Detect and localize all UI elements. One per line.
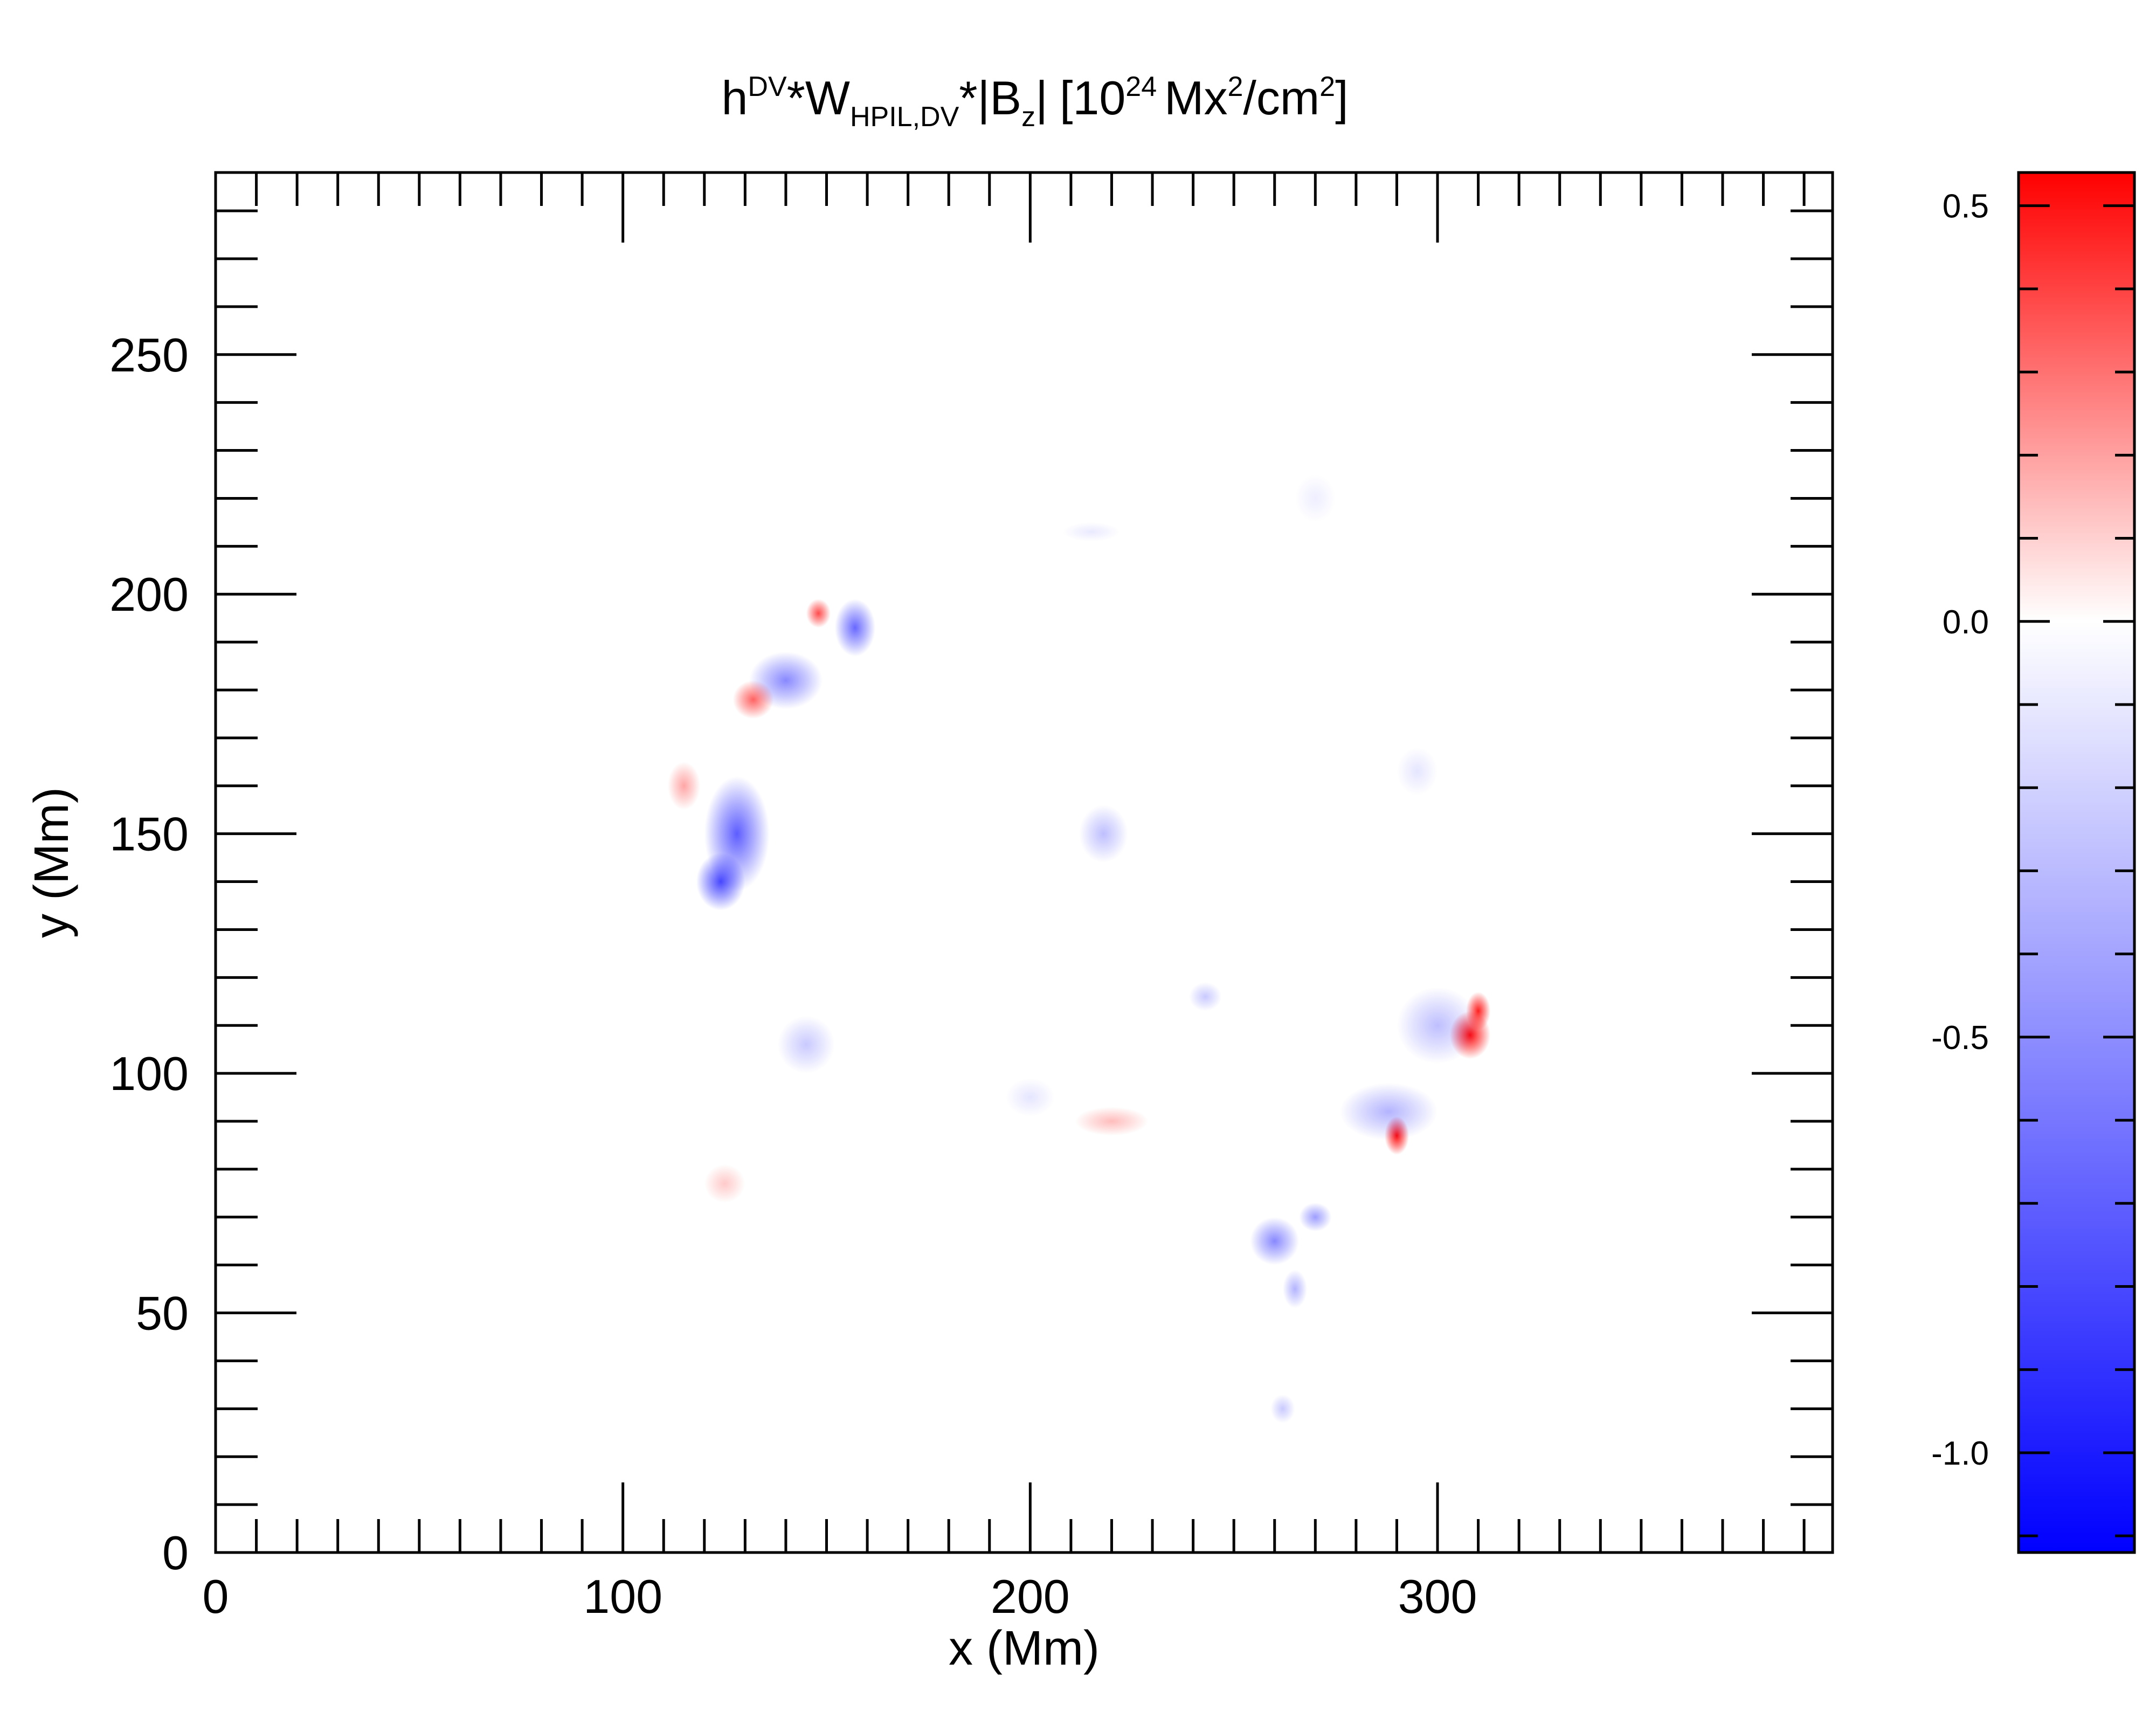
heatmap-feature: [1005, 1078, 1055, 1117]
x-tick-label: 100: [583, 1570, 662, 1623]
colorbar-tick-label: 0.0: [1943, 604, 1989, 641]
heatmap-feature: [704, 1164, 745, 1203]
y-tick-label: 200: [109, 568, 189, 621]
heatmap-feature: [1189, 982, 1222, 1011]
x-tick-label: 300: [1398, 1570, 1477, 1623]
y-tick-label: 100: [109, 1047, 189, 1100]
plot-frame: [214, 171, 1834, 1554]
x-tick-label: 0: [203, 1570, 229, 1623]
x-axis-label: x (Mm): [949, 1622, 1100, 1675]
y-tick-label: 250: [109, 328, 189, 382]
colorbar: [2017, 171, 2136, 1554]
heatmap-feature: [1282, 1269, 1308, 1308]
colorbar-ticks: 0.5 0.0 -0.5 -1.0: [1931, 188, 2134, 1537]
y-axis-label: y (Mm): [25, 787, 79, 938]
heatmap-feature: [733, 680, 774, 719]
heatmap-feature: [1397, 747, 1438, 796]
heatmap-feature: [1062, 522, 1120, 542]
heatmap-feature: [1079, 805, 1128, 862]
heatmap-feature: [667, 762, 701, 810]
colorbar-tick-label: 0.5: [1943, 188, 1989, 225]
heatmap-feature: [834, 599, 876, 657]
heatmap-feature: [806, 599, 831, 628]
heatmap-feature: [1295, 474, 1336, 522]
chart-title: hDV*WHPIL,DV*|Bz| [1024 Mx2/cm2]: [721, 71, 1348, 133]
heatmap-feature: [1270, 1394, 1295, 1423]
y-tick-label: 50: [136, 1287, 189, 1340]
heatmap-feature: [696, 853, 745, 910]
colorbar-tick-label: -0.5: [1931, 1019, 1989, 1057]
heatmap-feature: [1075, 1107, 1149, 1136]
x-tick-label: 200: [991, 1570, 1070, 1623]
y-tick-label: 150: [109, 808, 189, 861]
heatmap-layer: [667, 474, 1491, 1423]
y-tick-label: 0: [162, 1526, 189, 1579]
axis-ticks: 0 100 200 300 0 50 100 150 200 250: [109, 172, 1833, 1623]
heatmap-feature: [777, 1016, 835, 1074]
heatmap-feature: [1299, 1203, 1332, 1232]
colorbar-tick-label: -1.0: [1931, 1435, 1989, 1472]
heatmap-feature: [1339, 1082, 1438, 1141]
heatmap-feature: [1397, 987, 1478, 1064]
heatmap-feature: [1250, 1217, 1300, 1265]
